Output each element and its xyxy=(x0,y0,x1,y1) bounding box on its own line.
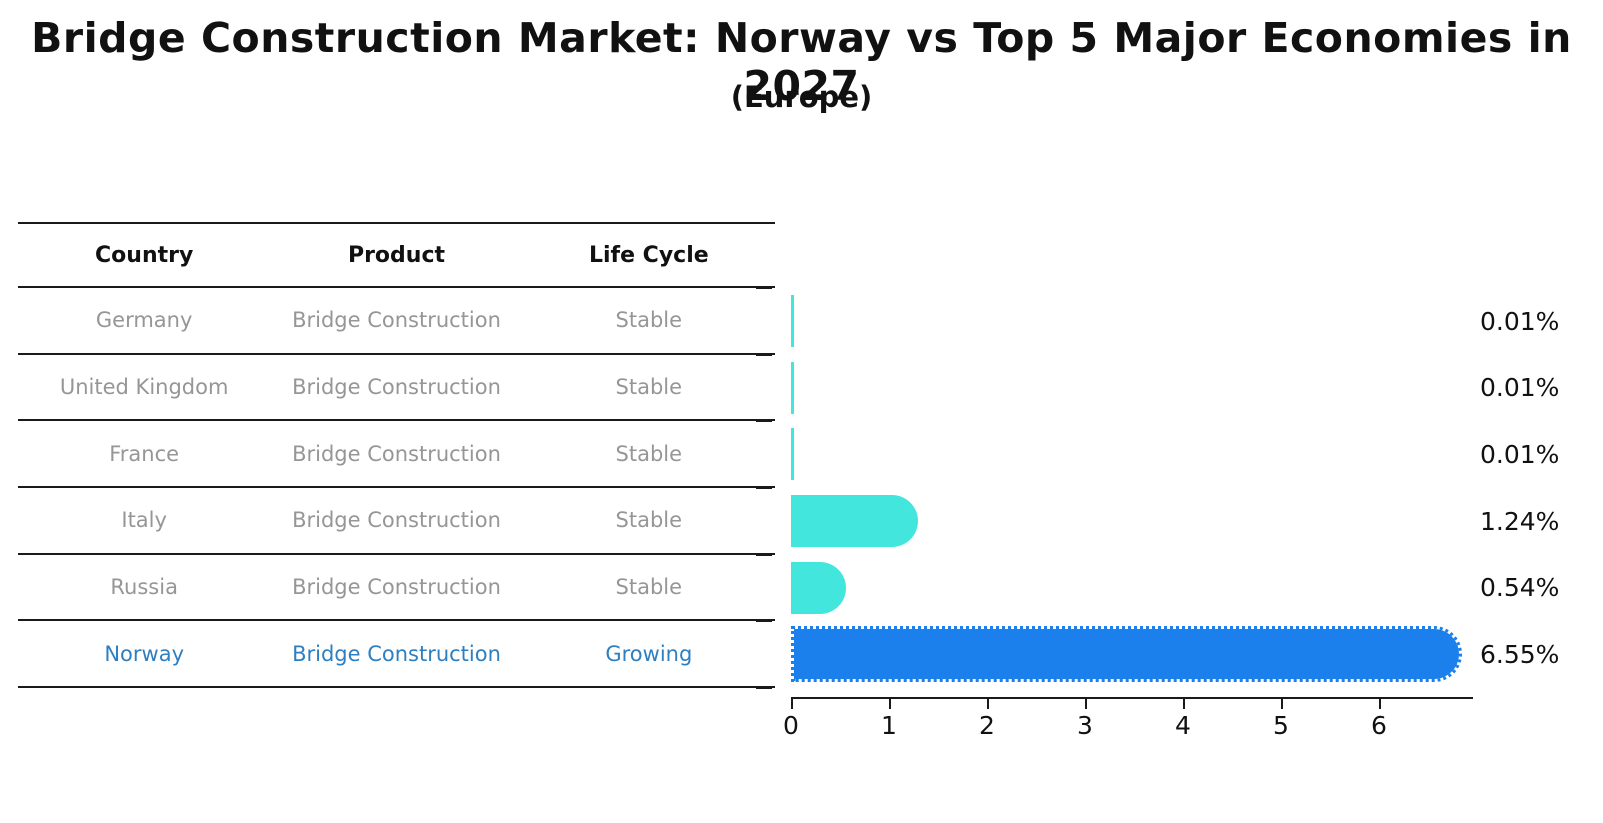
x-tick-mark-0 xyxy=(791,699,793,709)
table-row-norway: Norway Bridge Construction Growing xyxy=(18,621,775,688)
bar-row-norway xyxy=(791,621,1471,688)
table-row-germany: Germany Bridge Construction Stable xyxy=(18,288,775,355)
y-tick-mark-6 xyxy=(756,687,772,690)
cell-country: France xyxy=(109,441,180,466)
x-tick-label-6: 6 xyxy=(1371,711,1387,740)
table-header-country: Country xyxy=(95,242,194,268)
cell-product: Bridge Construction xyxy=(292,508,501,533)
cell-country: Russia xyxy=(110,574,178,599)
x-tick-label-3: 3 xyxy=(1077,711,1093,740)
cell-life-cycle: Growing xyxy=(605,641,693,666)
value-label-united-kingdom: 0.01% xyxy=(1480,373,1560,403)
cell-product: Bridge Construction xyxy=(292,441,501,466)
chart-subtitle: (Europe) xyxy=(730,80,873,114)
chart-title: Bridge Construction Market: Norway vs To… xyxy=(31,14,1572,110)
bar-row-germany xyxy=(791,288,1471,355)
y-tick-mark-3 xyxy=(756,487,772,489)
bar-france xyxy=(791,428,794,481)
bar-russia xyxy=(791,561,846,614)
table-header-row: Country Product Life Cycle xyxy=(18,224,775,288)
bar-row-united-kingdom xyxy=(791,355,1471,422)
y-tick-mark-4 xyxy=(756,553,772,556)
cell-life-cycle: Stable xyxy=(615,374,683,399)
value-label-russia: 0.54% xyxy=(1480,573,1560,603)
x-tick-mark-4 xyxy=(1183,699,1185,709)
value-label-france: 0.01% xyxy=(1480,440,1560,470)
cell-product: Bridge Construction xyxy=(292,308,501,333)
value-label-germany: 0.01% xyxy=(1480,306,1560,336)
x-tick-mark-5 xyxy=(1281,699,1283,709)
x-tick-label-5: 5 xyxy=(1273,711,1289,740)
x-tick-label-4: 4 xyxy=(1175,711,1191,740)
cell-country: Italy xyxy=(121,508,167,533)
cell-country: Germany xyxy=(95,308,193,333)
table-header-life-cycle: Life Cycle xyxy=(588,242,709,268)
x-axis-line xyxy=(791,697,1473,699)
x-tick-label-1: 1 xyxy=(881,711,897,740)
table-row-france: France Bridge Construction Stable xyxy=(18,421,775,488)
table-body: Germany Bridge Construction Stable United K… xyxy=(18,288,775,688)
value-label-column: 0.01% 0.01% 0.01% 1.24% 0.54% 6.55% xyxy=(1480,288,1600,688)
table-header-product: Product xyxy=(347,242,446,268)
x-tick-mark-6 xyxy=(1379,699,1381,709)
cell-country: United Kingdom xyxy=(59,374,229,399)
x-tick-mark-3 xyxy=(1085,699,1087,709)
table-row-italy: Italy Bridge Construction Stable xyxy=(18,488,775,555)
cell-product: Bridge Construction xyxy=(292,374,501,399)
cell-product: Bridge Construction xyxy=(292,641,501,666)
bar-germany xyxy=(791,295,794,347)
y-tick-mark-5 xyxy=(756,620,772,623)
x-tick-label-0: 0 xyxy=(783,711,799,740)
cell-country: Norway xyxy=(104,641,184,666)
bar-norway xyxy=(791,626,1462,683)
bar-united-kingdom xyxy=(791,361,794,414)
y-tick-mark-2 xyxy=(756,420,772,423)
value-label-norway: 6.55% xyxy=(1480,640,1560,670)
cell-product: Bridge Construction xyxy=(292,574,501,599)
cell-life-cycle: Stable xyxy=(615,441,683,466)
x-tick-label-2: 2 xyxy=(979,711,995,740)
cell-life-cycle: Stable xyxy=(615,574,683,599)
bar-plot-area: 0 1 2 3 4 5 6 xyxy=(756,287,1473,740)
value-label-italy: 1.24% xyxy=(1480,506,1560,536)
bar-row-russia xyxy=(791,555,1471,622)
cell-life-cycle: Stable xyxy=(615,308,683,333)
table-row-united-kingdom: United Kingdom Bridge Construction Stable xyxy=(18,355,775,422)
y-tick-mark-0 xyxy=(756,287,772,289)
comparison-table: Country Product Life Cycle Germany Bridge C… xyxy=(18,222,775,688)
bar-row-france xyxy=(791,421,1471,488)
bar-row-italy xyxy=(791,488,1471,555)
bar-italy xyxy=(791,494,918,547)
bar-series xyxy=(791,288,1471,688)
table-row-russia: Russia Bridge Construction Stable xyxy=(18,555,775,622)
x-tick-mark-2 xyxy=(987,699,989,709)
y-tick-mark-1 xyxy=(756,353,772,356)
x-tick-mark-1 xyxy=(889,699,891,709)
cell-life-cycle: Stable xyxy=(615,508,683,533)
